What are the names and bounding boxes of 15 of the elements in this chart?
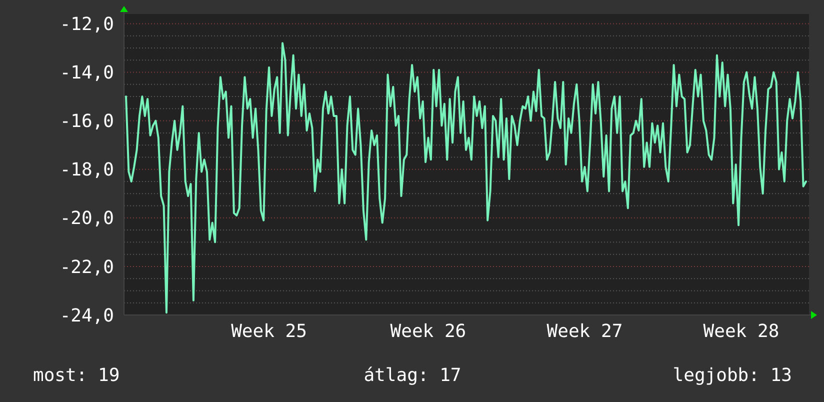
y-tick-label: -18,0 <box>60 160 114 181</box>
text: most: 19 <box>33 365 120 386</box>
text: átlag: 17 <box>364 365 462 386</box>
x-tick-label: Week 25 <box>231 321 307 342</box>
text: legjobb: 13 <box>672 365 792 386</box>
y-tick-label: -24,0 <box>60 305 114 326</box>
x-tick-label: Week 28 <box>703 321 780 342</box>
y-tick-label: -20,0 <box>60 208 114 230</box>
x-tick-label: Week 26 <box>390 321 466 342</box>
x-tick-label: Week 27 <box>546 321 623 342</box>
y-tick-label: -12,0 <box>60 14 114 36</box>
y-tick-label: -14,0 <box>60 62 114 84</box>
y-tick-label: -22,0 <box>60 256 114 278</box>
y-tick-label: -16,0 <box>60 111 114 132</box>
line-series <box>125 42 807 314</box>
